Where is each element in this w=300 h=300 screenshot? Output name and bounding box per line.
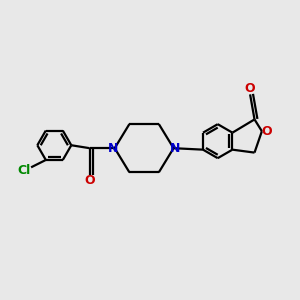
Text: O: O <box>262 125 272 138</box>
Text: Cl: Cl <box>17 164 30 177</box>
Text: N: N <box>170 142 180 155</box>
Text: N: N <box>108 142 119 155</box>
Text: O: O <box>84 174 95 187</box>
Text: O: O <box>245 82 255 95</box>
